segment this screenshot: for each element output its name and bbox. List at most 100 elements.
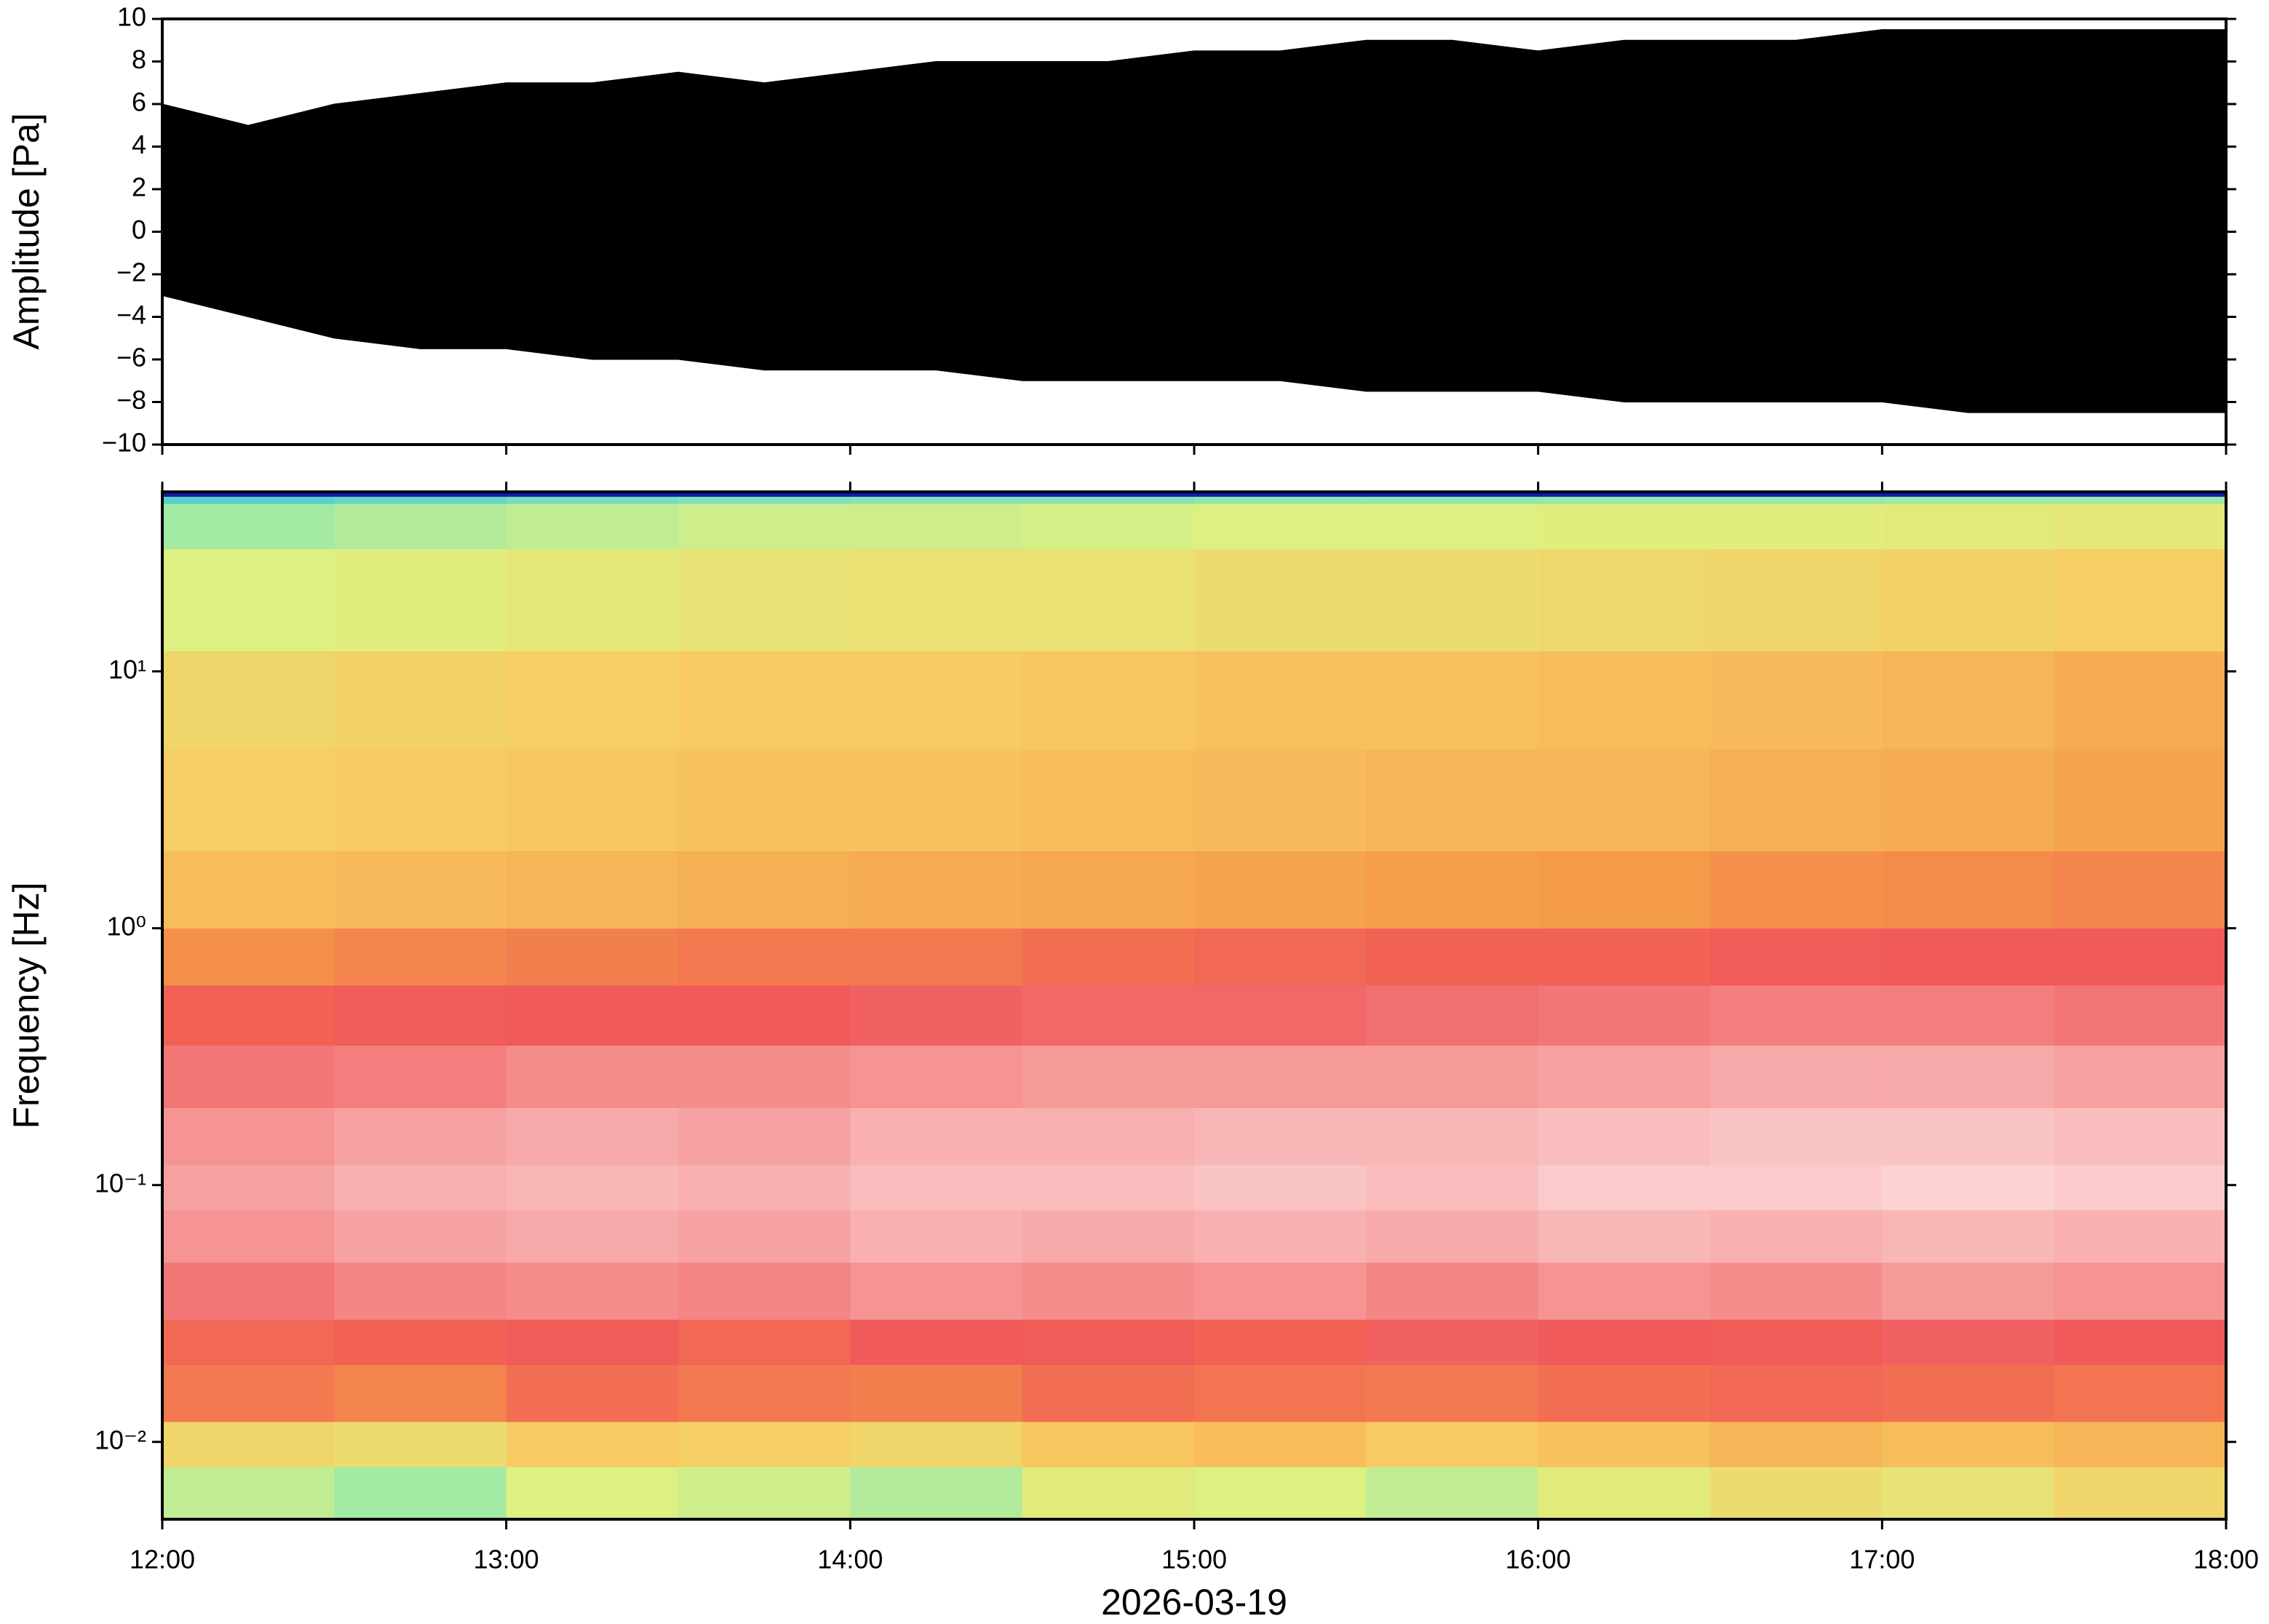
spectrogram-cell bbox=[678, 1319, 851, 1365]
spectrogram-cell bbox=[2054, 1319, 2227, 1365]
spectrogram-cell bbox=[1538, 496, 1711, 504]
spectrogram-cell bbox=[506, 1466, 679, 1520]
spectrogram-cell bbox=[506, 1421, 679, 1468]
x-tick-label: 13:00 bbox=[474, 1545, 539, 1575]
spectrogram-cell bbox=[334, 1262, 507, 1320]
spectrogram-cell bbox=[334, 1164, 507, 1211]
waveform-envelope bbox=[162, 231, 2227, 413]
spectrogram-cell bbox=[1366, 1421, 1539, 1468]
spectrogram-cell bbox=[850, 1466, 1023, 1520]
spectrogram-cell bbox=[1882, 1364, 2055, 1422]
x-tick-label: 12:00 bbox=[130, 1545, 195, 1575]
spectrogram-cell bbox=[1882, 1262, 2055, 1320]
y-tick-label: 0 bbox=[132, 215, 146, 244]
spectrogram-cell bbox=[1022, 1466, 1195, 1520]
y-tick-label: −4 bbox=[116, 300, 146, 330]
y-tick-label: −8 bbox=[116, 385, 146, 415]
y-tick-label: −6 bbox=[116, 343, 146, 373]
spectrogram-cell bbox=[1022, 1107, 1195, 1166]
spectrogram-cell bbox=[1022, 928, 1195, 986]
spectrogram-cell bbox=[1710, 1107, 1883, 1166]
spectrogram-cell bbox=[2054, 1045, 2227, 1108]
spectrogram-cell bbox=[850, 503, 1023, 549]
y-tick-label: 10⁰ bbox=[107, 911, 146, 941]
spectrogram-cell bbox=[678, 749, 851, 851]
spectrogram-cell bbox=[506, 549, 679, 652]
spectrogram-cell bbox=[162, 851, 335, 929]
spectrogram-cell bbox=[1710, 749, 1883, 851]
spectrogram-cell bbox=[1710, 851, 1883, 929]
spectrogram-cell bbox=[334, 928, 507, 986]
spectrogram-cell bbox=[678, 1107, 851, 1166]
spectrogram-cell bbox=[850, 1107, 1023, 1166]
spectrogram-cell bbox=[1710, 549, 1883, 652]
x-axis-title: 2026-03-19 bbox=[1101, 1582, 1287, 1623]
spectrogram-cell bbox=[1194, 928, 1367, 986]
spectrogram-cell bbox=[1366, 1209, 1539, 1263]
spectrogram-cell bbox=[1194, 1045, 1367, 1108]
spectrogram-cell bbox=[2054, 1209, 2227, 1263]
spectrogram-cell bbox=[1710, 496, 1883, 504]
spectrogram-cell bbox=[1710, 1364, 1883, 1422]
spectrogram-cell bbox=[334, 1466, 507, 1520]
spectrogram-cell bbox=[1538, 1262, 1711, 1320]
spectrogram-cell bbox=[1538, 492, 1711, 497]
spectrogram-cell bbox=[678, 503, 851, 549]
spectrogram-cell bbox=[1022, 1421, 1195, 1468]
spectrogram-cell bbox=[1022, 1319, 1195, 1365]
spectrogram-cell bbox=[1882, 1209, 2055, 1263]
spectrogram-cell bbox=[850, 496, 1023, 504]
spectrogram-cell bbox=[2054, 503, 2227, 549]
spectrogram-cell bbox=[334, 1045, 507, 1108]
spectrogram-cell bbox=[334, 1364, 507, 1422]
spectrogram-cell bbox=[1538, 1107, 1711, 1166]
spectrogram-cell bbox=[678, 492, 851, 497]
spectrogram-cell bbox=[678, 650, 851, 749]
spectrogram-cell bbox=[1194, 749, 1367, 851]
y-tick-label: 10 bbox=[117, 2, 146, 32]
spectrogram-cell bbox=[1538, 503, 1711, 549]
spectrogram-cell bbox=[1366, 928, 1539, 986]
y-axis-title: Amplitude [Pa] bbox=[6, 113, 47, 349]
spectrogram-cell bbox=[1366, 496, 1539, 504]
spectrogram-cell bbox=[850, 549, 1023, 652]
spectrogram-cell bbox=[1538, 1466, 1711, 1520]
spectrogram-cell bbox=[1882, 1045, 2055, 1108]
spectrogram-cell bbox=[506, 851, 679, 929]
spectrogram-cell bbox=[506, 1045, 679, 1108]
spectrogram-cell bbox=[1022, 851, 1195, 929]
spectrogram-cell bbox=[1194, 851, 1367, 929]
spectrogram-cell bbox=[1022, 650, 1195, 749]
spectrogram-cell bbox=[850, 928, 1023, 986]
spectrogram-cell bbox=[506, 496, 679, 504]
spectrogram-cell bbox=[334, 1421, 507, 1468]
spectrogram-cell bbox=[1366, 1045, 1539, 1108]
spectrogram-cell bbox=[1194, 985, 1367, 1046]
spectrogram-cell bbox=[678, 1164, 851, 1211]
spectrogram-cell bbox=[1022, 549, 1195, 652]
spectrogram-cell bbox=[2054, 749, 2227, 851]
spectrogram-cell bbox=[334, 749, 507, 851]
spectrogram-cell bbox=[334, 1319, 507, 1365]
spectrogram-cell bbox=[1882, 928, 2055, 986]
spectrogram-cell bbox=[334, 851, 507, 929]
spectrogram-cell bbox=[850, 1364, 1023, 1422]
spectrogram-cell bbox=[2054, 985, 2227, 1046]
spectrogram-cell bbox=[1710, 1421, 1883, 1468]
x-tick-label: 17:00 bbox=[1849, 1545, 1915, 1575]
spectrogram-cell bbox=[1710, 1209, 1883, 1263]
spectrogram-cell bbox=[162, 1045, 335, 1108]
spectrogram-cell bbox=[162, 1364, 335, 1422]
spectrogram-cell bbox=[1366, 549, 1539, 652]
spectrogram-cell bbox=[1710, 1466, 1883, 1520]
spectrogram-cell bbox=[678, 985, 851, 1046]
spectrogram-cell bbox=[678, 1209, 851, 1263]
spectrogram-cell bbox=[1710, 1164, 1883, 1211]
spectrogram-cell bbox=[1022, 1209, 1195, 1263]
spectrogram-cell bbox=[850, 1262, 1023, 1320]
spectrogram-cell bbox=[334, 1209, 507, 1263]
spectrogram-cell bbox=[506, 492, 679, 497]
spectrogram-cell bbox=[678, 851, 851, 929]
spectrogram-cell bbox=[334, 496, 507, 504]
